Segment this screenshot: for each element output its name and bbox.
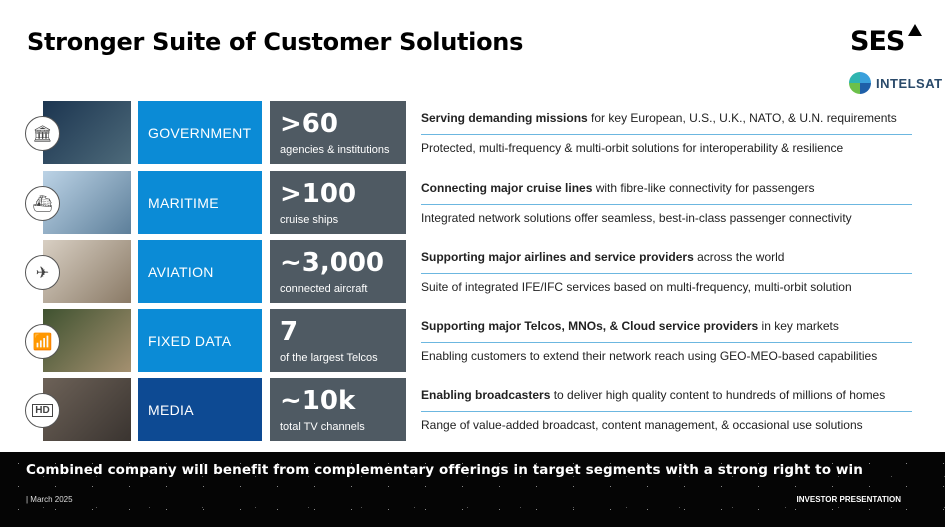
segment-description: Supporting major airlines and service pr… xyxy=(421,250,912,294)
segment-stat: >100 cruise ships xyxy=(270,171,406,234)
segment-label: GOVERNMENT xyxy=(138,101,262,164)
government-building-icon: 🏛 xyxy=(25,116,60,151)
cell-tower-icon: 📶 xyxy=(25,324,60,359)
stat-caption: of the largest Telcos xyxy=(280,352,378,364)
stat-caption: agencies & institutions xyxy=(280,144,390,156)
airplane-icon: ✈ xyxy=(25,255,60,290)
headline-rest: across the world xyxy=(693,250,785,264)
headline-bold: Enabling broadcasters xyxy=(421,388,551,402)
headline-rest: for key European, U.S., U.K., NATO, & U.… xyxy=(587,111,897,125)
stat-value: ~3,000 xyxy=(280,248,385,278)
icon-glyph: 📶 xyxy=(32,333,53,351)
stat-caption: connected aircraft xyxy=(280,283,368,295)
detail-text: Integrated network solutions offer seaml… xyxy=(421,211,852,225)
footer-label: INVESTOR PRESENTATION xyxy=(796,495,901,504)
segment-row: ⛴ MARITIME >100 cruise ships Connecting … xyxy=(0,171,945,234)
segment-label: FIXED DATA xyxy=(138,309,262,372)
icon-glyph: HD xyxy=(32,404,53,417)
segment-label: MEDIA xyxy=(138,378,262,441)
hd-tv-icon: HD xyxy=(25,393,60,428)
segment-description: Enabling broadcasters to deliver high qu… xyxy=(421,388,912,432)
headline-bold: Connecting major cruise lines xyxy=(421,181,593,195)
footer-message: Combined company will benefit from compl… xyxy=(26,462,863,478)
segment-label: AVIATION xyxy=(138,240,262,303)
ses-logo: SES xyxy=(850,26,905,57)
stat-value: >60 xyxy=(280,109,338,139)
segment-row: 📶 FIXED DATA 7 of the largest Telcos Sup… xyxy=(0,309,945,372)
detail-text: Enabling customers to extend their netwo… xyxy=(421,349,878,363)
headline-bold: Serving demanding missions xyxy=(421,111,588,125)
headline-rest: with fibre-like connectivity for passeng… xyxy=(592,181,815,195)
icon-glyph: ✈ xyxy=(35,264,50,282)
page-title: Stronger Suite of Customer Solutions xyxy=(27,28,524,56)
detail-text: Range of value-added broadcast, content … xyxy=(421,418,863,432)
ship-icon: ⛴ xyxy=(25,186,60,221)
detail-text: Suite of integrated IFE/IFC services bas… xyxy=(421,280,852,294)
intelsat-wordmark: INTELSAT xyxy=(876,75,943,91)
segment-stat: 7 of the largest Telcos xyxy=(270,309,406,372)
segment-row: 🏛 GOVERNMENT >60 agencies & institutions… xyxy=(0,101,945,164)
segment-description: Supporting major Telcos, MNOs, & Cloud s… xyxy=(421,319,912,363)
segment-description: Serving demanding missions for key Europ… xyxy=(421,111,912,155)
intelsat-logo: INTELSAT xyxy=(849,72,943,94)
intelsat-mark-icon xyxy=(849,72,871,94)
stat-caption: cruise ships xyxy=(280,214,339,226)
segment-label: MARITIME xyxy=(138,171,262,234)
stat-value: ~10k xyxy=(280,386,356,416)
icon-glyph: 🏛 xyxy=(32,125,53,143)
segment-description: Connecting major cruise lines with fibre… xyxy=(421,181,912,225)
footer-banner: Combined company will benefit from compl… xyxy=(0,452,945,527)
headline-rest: in key markets xyxy=(758,319,839,333)
segment-row: HD MEDIA ~10k total TV channels Enabling… xyxy=(0,378,945,441)
stat-caption: total TV channels xyxy=(280,421,365,433)
detail-text: Protected, multi-frequency & multi-orbit… xyxy=(421,141,844,155)
segment-stat: ~10k total TV channels xyxy=(270,378,406,441)
segment-stat: >60 agencies & institutions xyxy=(270,101,406,164)
stat-value: >100 xyxy=(280,179,357,209)
segment-row: ✈ AVIATION ~3,000 connected aircraft Sup… xyxy=(0,240,945,303)
headline-rest: to deliver high quality content to hundr… xyxy=(550,388,886,402)
headline-bold: Supporting major airlines and service pr… xyxy=(421,250,694,264)
ses-logo-triangle-icon xyxy=(908,24,922,36)
stat-value: 7 xyxy=(280,317,299,347)
segment-stat: ~3,000 connected aircraft xyxy=(270,240,406,303)
headline-bold: Supporting major Telcos, MNOs, & Cloud s… xyxy=(421,319,759,333)
icon-glyph: ⛴ xyxy=(32,195,53,213)
footer-date: | March 2025 xyxy=(26,495,73,504)
